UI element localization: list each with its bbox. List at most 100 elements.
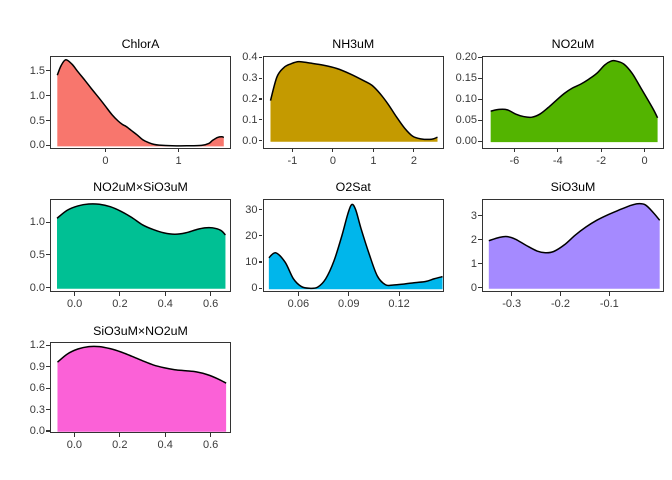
y-tick [258,235,263,237]
panel-SiO3uM [482,199,664,292]
y-tick-label: 3 [470,209,477,222]
y-tick [258,98,263,100]
x-tick-label: -6 [509,155,520,168]
panel-NO2uM [482,56,664,149]
x-tick-label: 0.4 [157,439,173,452]
x-tick-label: 0.09 [338,298,360,311]
y-tick-label: 1.2 [29,339,45,352]
y-tick-label: 0 [251,282,258,295]
plot-title: O2Sat [335,180,371,195]
x-tick-label: 0.2 [112,439,128,452]
x-tick-label: -0.1 [599,298,619,311]
x-tick-label: 0.6 [202,439,219,452]
density-curve-NO2uM-SiO3uM [56,203,226,289]
y-tick-label: 0.2 [242,93,258,105]
y-tick-label: 0.3 [29,403,45,416]
x-tick [398,292,400,296]
plot-title: NO2uM×SiO3uM [93,180,188,195]
x-tick [608,292,610,296]
density-curve-O2Sat [267,203,443,290]
y-tick-label: 1.5 [29,64,45,77]
y-tick [258,119,263,121]
density-curve-SiO3uM-NO2uM [56,345,227,432]
y-tick [478,140,482,142]
panel-SiO3uM-NO2uM [50,342,231,433]
y-tick [478,239,482,241]
x-tick [600,148,602,153]
y-tick-label: 0.0 [29,425,45,437]
x-tick-label: -0.3 [502,298,522,311]
y-tick [478,215,482,217]
x-tick-label: -1 [287,155,298,168]
y-tick [46,221,50,223]
x-tick [372,148,374,153]
y-tick [46,144,50,146]
x-tick [119,292,121,296]
x-tick-label: -0.2 [551,298,570,311]
y-tick-label: 2 [470,233,477,246]
x-tick [291,148,293,153]
y-tick-label: 0.20 [455,51,477,64]
x-tick-label: 0.0 [66,439,83,452]
y-tick-label: 0.0 [29,139,45,152]
y-tick [258,56,263,58]
plot-title: ChlorA [121,37,160,52]
x-tick [348,292,350,296]
y-tick-label: 0.9 [29,360,45,373]
y-tick-label: 1 [470,257,477,270]
x-tick-label: 0.12 [388,298,410,311]
y-tick [258,287,263,289]
y-tick [258,77,263,79]
y-tick [478,98,482,100]
x-tick [297,292,299,296]
plot-title: NO2uM [551,37,595,52]
y-tick [258,209,263,211]
y-tick [258,261,263,263]
y-tick [478,263,482,265]
y-tick [46,254,50,256]
x-tick [557,148,559,153]
y-tick [46,119,50,122]
x-tick-label: 0 [641,155,648,168]
x-tick [511,292,513,296]
x-tick [413,148,415,153]
y-tick [46,387,50,389]
x-tick [644,148,646,153]
x-tick-label: 0 [329,155,336,168]
x-tick-label: 0 [102,155,109,168]
y-tick-label: 1.0 [29,216,45,229]
y-tick-label: 0 [470,281,477,294]
plot-title: SiO3uM [550,180,596,195]
x-tick-label: 0.6 [202,298,219,311]
y-tick [478,56,482,58]
y-tick [46,409,50,411]
x-tick [119,433,121,437]
density-curve-NO2uM [490,59,659,143]
x-tick [332,148,334,153]
plot-title: SiO3uM×NO2uM [93,323,188,338]
y-tick [46,366,50,368]
y-tick-label: 0.6 [29,382,45,395]
y-tick-label: 10 [245,256,258,268]
y-tick [478,77,482,79]
x-tick-label: 2 [410,155,417,168]
y-tick-label: 0.05 [455,114,477,127]
x-tick [210,292,212,296]
x-tick [104,148,106,153]
y-tick-label: 0.00 [455,135,477,148]
y-tick-label: 0.0 [29,281,45,294]
panel-NO2uM-SiO3uM [50,199,231,292]
x-tick [73,433,75,437]
x-tick [74,292,76,296]
x-tick-label: 0.06 [287,298,310,311]
x-tick-label: 1 [370,155,377,168]
x-tick-label: -4 [552,155,563,168]
y-tick [258,140,263,142]
y-tick [46,70,50,72]
y-tick-label: 1.0 [29,89,45,102]
y-tick-label: 0.15 [455,72,477,85]
y-tick-label: 0.1 [242,113,258,126]
x-tick-label: 0.0 [66,298,83,311]
y-tick [478,287,482,289]
